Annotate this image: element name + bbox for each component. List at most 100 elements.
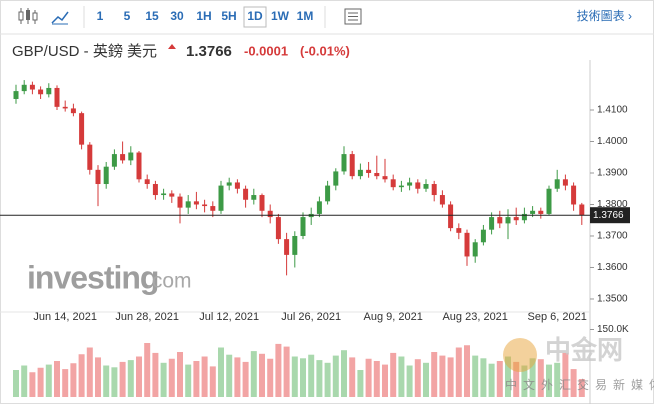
candle-body	[374, 172, 380, 177]
volume-bar	[86, 347, 93, 397]
y-tick-label: 1.3500	[597, 294, 628, 305]
candle-body	[505, 217, 511, 224]
interval-button[interactable]: 5H	[221, 9, 236, 23]
volume-bar	[562, 352, 569, 397]
candle-body	[316, 201, 322, 214]
watermark-cn-logo: 中金网	[545, 335, 623, 365]
volume-bar	[455, 347, 462, 397]
settings-icon[interactable]	[344, 8, 362, 25]
interval-button[interactable]: 1	[97, 9, 104, 23]
candle-body	[431, 184, 437, 196]
interval-button[interactable]: 1H	[196, 9, 211, 23]
volume-bar	[103, 365, 110, 397]
volume-bar	[513, 361, 520, 397]
candle-body	[480, 229, 486, 243]
volume-bar	[62, 369, 69, 397]
volume-bar	[291, 356, 298, 397]
x-tick-label: Jun 14, 2021	[33, 311, 97, 323]
volume-bar	[439, 355, 446, 397]
candle-body	[193, 201, 199, 205]
interval-button[interactable]: 1W	[271, 9, 290, 23]
interval-button[interactable]: 1M	[297, 9, 314, 23]
watermark-logo-suffix: .com	[146, 270, 192, 293]
volume-bar	[259, 353, 265, 397]
volume-bar	[111, 367, 118, 397]
down-arrow	[168, 44, 176, 49]
candle-body	[13, 91, 19, 99]
interval-button[interactable]: 1D	[247, 9, 263, 23]
volume-bar	[193, 361, 200, 397]
candle-body	[111, 154, 117, 167]
volume-bar	[275, 343, 282, 397]
candle-body	[38, 89, 44, 95]
volume-bar	[308, 354, 315, 397]
candle-body	[407, 182, 413, 186]
volume-bar	[226, 354, 233, 397]
candle-body	[341, 154, 347, 172]
volume-bar	[349, 357, 356, 397]
candle-body	[366, 169, 372, 173]
candle-icon[interactable]	[18, 8, 38, 24]
last-price-label: 1.3766	[593, 210, 624, 221]
line-icon[interactable]	[51, 11, 69, 25]
candle-body	[144, 179, 150, 185]
volume-bar	[234, 357, 241, 397]
candle-body	[554, 179, 560, 189]
candle-body	[472, 242, 478, 257]
volume-bar	[488, 363, 495, 397]
candle-body	[456, 228, 462, 233]
volume-bar	[447, 357, 454, 397]
volume-bar	[152, 352, 159, 397]
volume-bar	[78, 354, 85, 397]
last-price-tag	[590, 207, 630, 224]
volume-bar	[578, 379, 585, 397]
symbol: GBP/USD - 英鎊 美元	[12, 42, 157, 60]
candle-body	[284, 239, 290, 255]
volume-bar	[390, 352, 397, 397]
candle-body	[325, 185, 331, 202]
change: -0.0001	[244, 43, 288, 58]
candle-body	[177, 196, 183, 208]
volume-bar	[168, 358, 175, 397]
candle-body	[390, 179, 396, 188]
x-tick-label: Sep 6, 2021	[528, 311, 587, 323]
chart-link[interactable]: 技術圖表 ›	[577, 9, 632, 23]
candle-body	[234, 182, 240, 189]
price: 1.3766	[186, 43, 232, 60]
interval-button[interactable]: 30	[170, 9, 184, 23]
volume-bar	[521, 365, 528, 397]
volume-bar	[70, 363, 77, 397]
interval-button[interactable]: 5	[124, 9, 131, 23]
candle-body	[513, 217, 519, 221]
candle-body	[521, 213, 527, 221]
candle-body	[46, 87, 52, 95]
volume-bar	[160, 362, 167, 397]
candle-body	[489, 217, 495, 230]
candle-body	[62, 106, 68, 109]
volume-bar	[431, 352, 438, 397]
volume-bar	[45, 364, 52, 397]
candle-body	[210, 206, 216, 211]
volume-bar	[316, 360, 323, 397]
y-tick-label: 1.4100	[597, 105, 628, 116]
volume-bar	[136, 356, 142, 397]
volume-bar	[185, 364, 192, 397]
candle-body	[29, 84, 35, 90]
candle-body	[415, 182, 421, 189]
candle-body	[54, 87, 60, 107]
volume-bar	[324, 362, 331, 397]
volume-bar	[382, 364, 388, 397]
candle-body	[226, 182, 232, 186]
candle-body	[579, 204, 585, 216]
watermark-cn-icon	[503, 338, 537, 372]
volume-bar	[341, 350, 347, 397]
candle-body	[292, 235, 298, 255]
interval-button[interactable]: 15	[145, 9, 159, 23]
y-tick-label: 1.3900	[597, 168, 628, 179]
candle-body	[538, 210, 544, 214]
watermark-cn-slogan: 中文外汇交易新媒体	[505, 377, 654, 392]
volume-bar	[250, 351, 257, 397]
volume-bar	[357, 370, 364, 397]
y-tick-label: 1.3800	[597, 199, 628, 210]
